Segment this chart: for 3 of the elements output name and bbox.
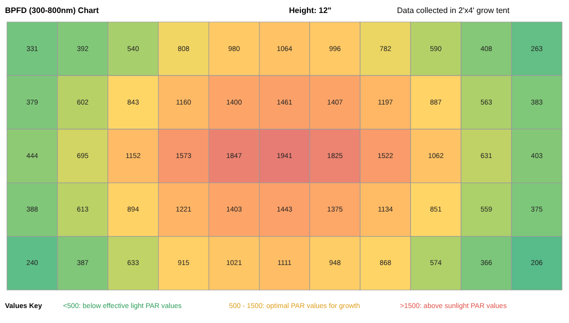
- chart-subtitle: Height: 12": [289, 6, 332, 15]
- text: Data collected in 2'x4' grow tent: [397, 6, 510, 15]
- chart-title: BPFD (300-800nm) Chart: [5, 6, 100, 15]
